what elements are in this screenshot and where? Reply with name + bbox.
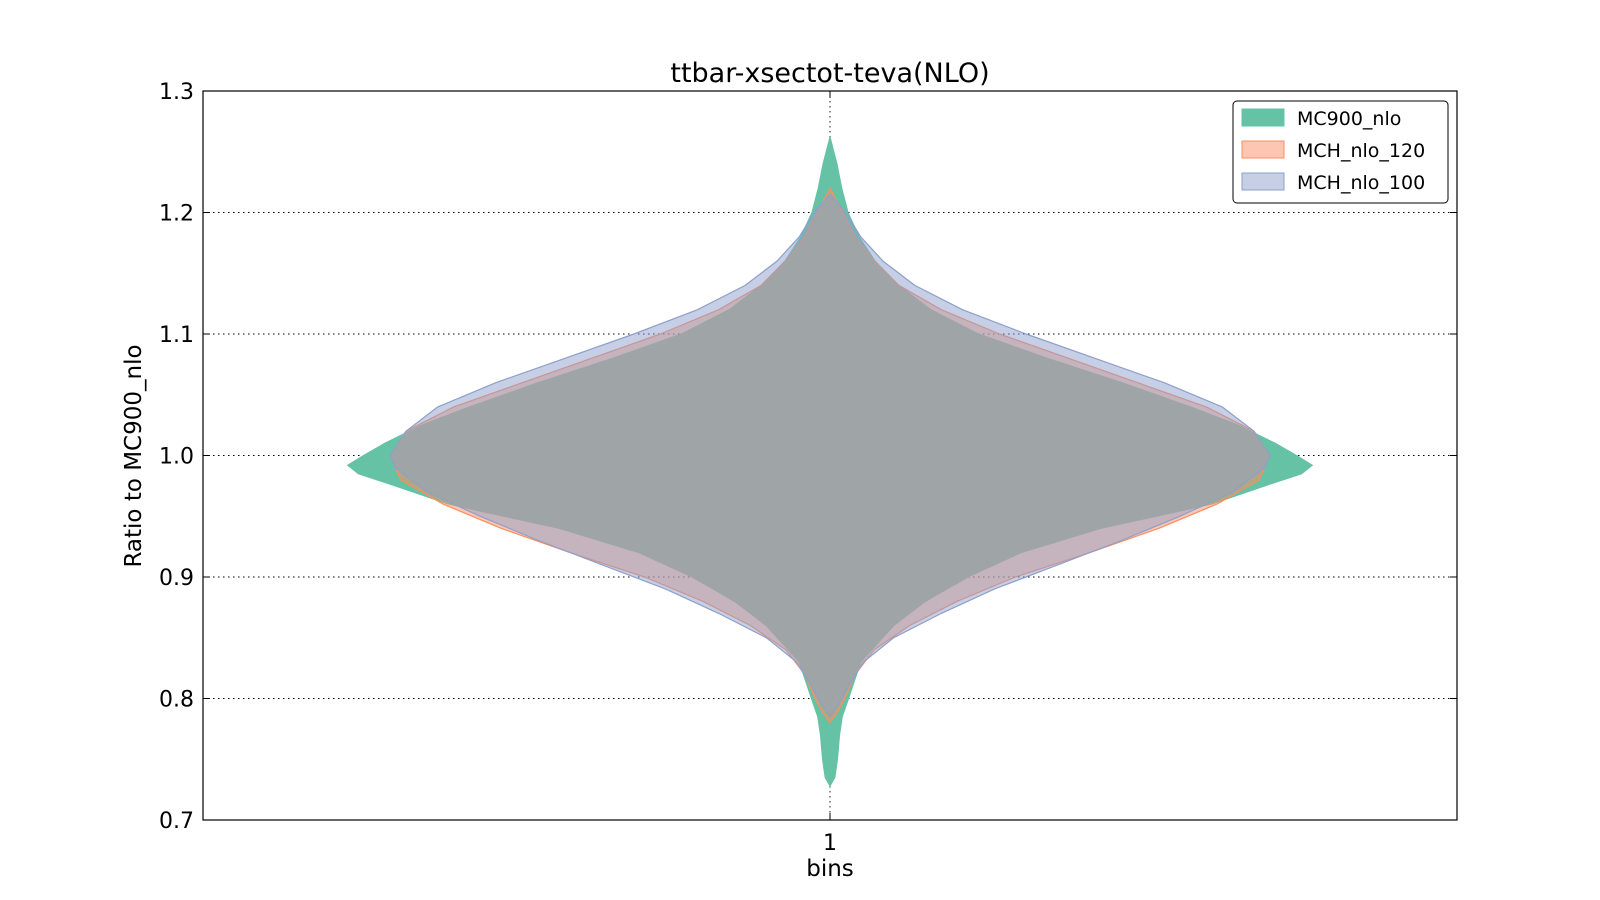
x-axis-label: bins [806,856,854,882]
chart-title: ttbar-xsectot-teva(NLO) [670,58,989,89]
y-tick-label: 0.9 [159,566,194,591]
legend-label: MCH_nlo_100 [1297,172,1425,194]
y-tick-label: 0.7 [159,809,194,834]
legend-swatch [1241,140,1285,159]
legend-swatch [1241,108,1285,127]
legend: MC900_nlo MCH_nlo_120 MCH_nlo_100 [1232,100,1449,204]
y-tick-label: 0.8 [159,688,194,713]
y-tick-label: 1.1 [159,323,194,348]
y-axis-label: Ratio to MC900_nlo [121,344,147,567]
violin-mch-nlo-100 [389,193,1271,718]
y-tick-label: 1.2 [159,202,194,227]
legend-label: MC900_nlo [1297,108,1401,130]
y-tick-label: 1.3 [159,80,194,105]
legend-box [1232,100,1449,204]
legend-swatch [1241,172,1285,191]
x-tick-label: 1 [823,831,837,856]
tick-layer: 0.7 0.8 0.9 1.0 1.1 1.2 1.3 1 [159,80,1457,856]
legend-label: MCH_nlo_120 [1297,140,1425,162]
y-tick-label: 1.0 [159,445,194,470]
violin-layer [347,136,1313,787]
legend-entries: MC900_nlo MCH_nlo_120 MCH_nlo_100 [1241,108,1425,194]
